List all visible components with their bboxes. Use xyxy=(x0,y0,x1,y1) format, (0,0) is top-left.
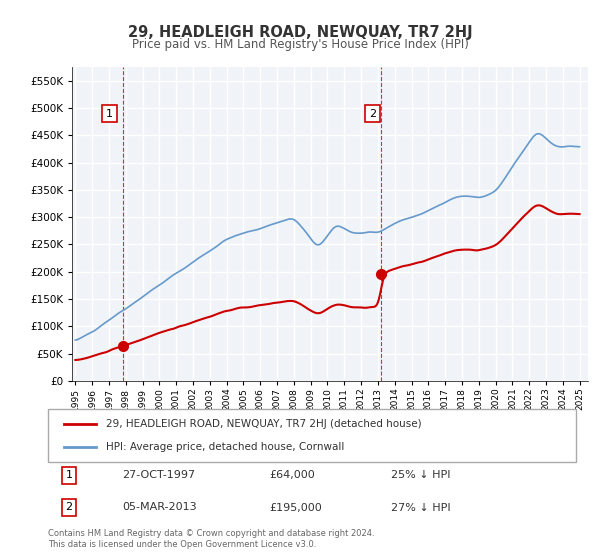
Text: £195,000: £195,000 xyxy=(270,502,323,512)
Text: Price paid vs. HM Land Registry's House Price Index (HPI): Price paid vs. HM Land Registry's House … xyxy=(131,38,469,51)
Text: 05-MAR-2013: 05-MAR-2013 xyxy=(122,502,197,512)
Text: 25% ↓ HPI: 25% ↓ HPI xyxy=(391,470,451,480)
Text: 2: 2 xyxy=(369,109,376,119)
Text: 2: 2 xyxy=(65,502,73,512)
Text: 1: 1 xyxy=(65,470,73,480)
Text: 29, HEADLEIGH ROAD, NEWQUAY, TR7 2HJ: 29, HEADLEIGH ROAD, NEWQUAY, TR7 2HJ xyxy=(128,25,472,40)
Text: 29, HEADLEIGH ROAD, NEWQUAY, TR7 2HJ (detached house): 29, HEADLEIGH ROAD, NEWQUAY, TR7 2HJ (de… xyxy=(106,419,422,429)
FancyBboxPatch shape xyxy=(48,409,576,462)
Text: £64,000: £64,000 xyxy=(270,470,316,480)
Text: HPI: Average price, detached house, Cornwall: HPI: Average price, detached house, Corn… xyxy=(106,442,344,452)
Text: Contains HM Land Registry data © Crown copyright and database right 2024.
This d: Contains HM Land Registry data © Crown c… xyxy=(48,529,374,549)
Text: 27-OCT-1997: 27-OCT-1997 xyxy=(122,470,195,480)
Text: 1: 1 xyxy=(106,109,113,119)
Text: 27% ↓ HPI: 27% ↓ HPI xyxy=(391,502,451,512)
